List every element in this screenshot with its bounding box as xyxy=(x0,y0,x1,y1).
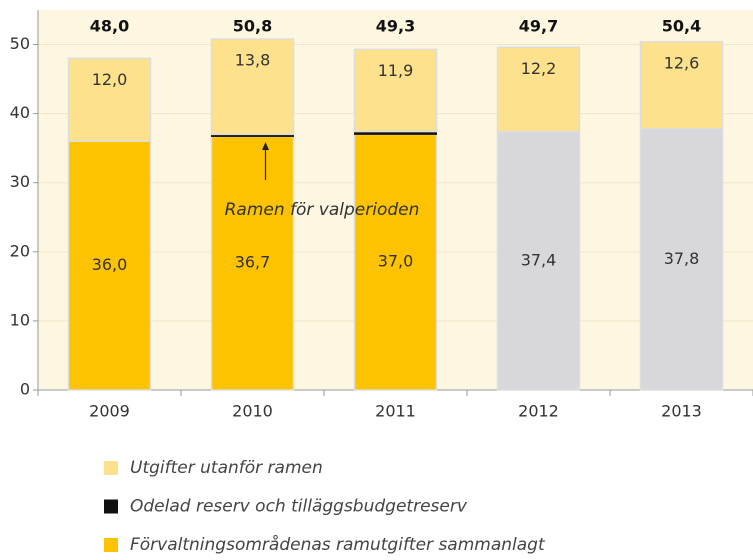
value-label: 36,7 xyxy=(235,253,271,272)
bar-segment xyxy=(496,46,581,133)
bar-segment xyxy=(353,48,438,133)
value-label: 37,8 xyxy=(664,249,700,268)
bar-segment xyxy=(67,57,152,143)
value-label: 12,6 xyxy=(664,53,700,72)
x-tick-label: 2013 xyxy=(661,402,702,421)
total-label: 50,8 xyxy=(233,17,272,36)
value-label: 11,9 xyxy=(378,61,414,80)
legend-swatch xyxy=(104,538,118,552)
bar-segment xyxy=(639,41,724,130)
x-tick-label: 2012 xyxy=(518,402,559,421)
y-tick-label: 30 xyxy=(10,172,30,191)
value-label: 37,4 xyxy=(521,250,557,269)
value-label: 12,2 xyxy=(521,59,557,78)
bar-segment xyxy=(67,140,152,391)
y-tick-label: 50 xyxy=(10,34,30,53)
total-label: 50,4 xyxy=(662,17,701,36)
bar-segment xyxy=(210,38,295,136)
total-label: 49,7 xyxy=(519,17,558,36)
annotation-arrowhead xyxy=(262,142,269,150)
total-label: 49,3 xyxy=(376,17,415,36)
legend-label: Förvaltningsområdenas ramutgifter samman… xyxy=(130,534,546,555)
total-label: 48,0 xyxy=(90,17,129,36)
y-tick-label: 10 xyxy=(10,310,30,329)
y-tick-label: 40 xyxy=(10,103,30,122)
legend-label: Utgifter utanför ramen xyxy=(130,458,323,478)
value-label: 36,0 xyxy=(92,255,128,274)
value-label: 37,0 xyxy=(378,252,414,271)
legend-swatch xyxy=(104,499,118,514)
bar-segment xyxy=(496,130,581,391)
legend-swatch xyxy=(104,461,118,475)
annotation: Ramen för valperioden xyxy=(225,200,420,220)
x-tick-label: 2011 xyxy=(375,402,416,421)
y-tick-label: 20 xyxy=(10,241,30,260)
value-label: 13,8 xyxy=(235,51,271,70)
bar-segment xyxy=(210,135,295,391)
bar-segment xyxy=(639,128,724,391)
x-tick-label: 2009 xyxy=(89,402,130,421)
y-tick-label: 0 xyxy=(20,380,30,399)
value-label: 12,0 xyxy=(92,70,128,89)
legend-label: Odelad reserv och tilläggsbudgetreserv xyxy=(130,497,468,517)
x-tick-label: 2010 xyxy=(232,402,273,421)
